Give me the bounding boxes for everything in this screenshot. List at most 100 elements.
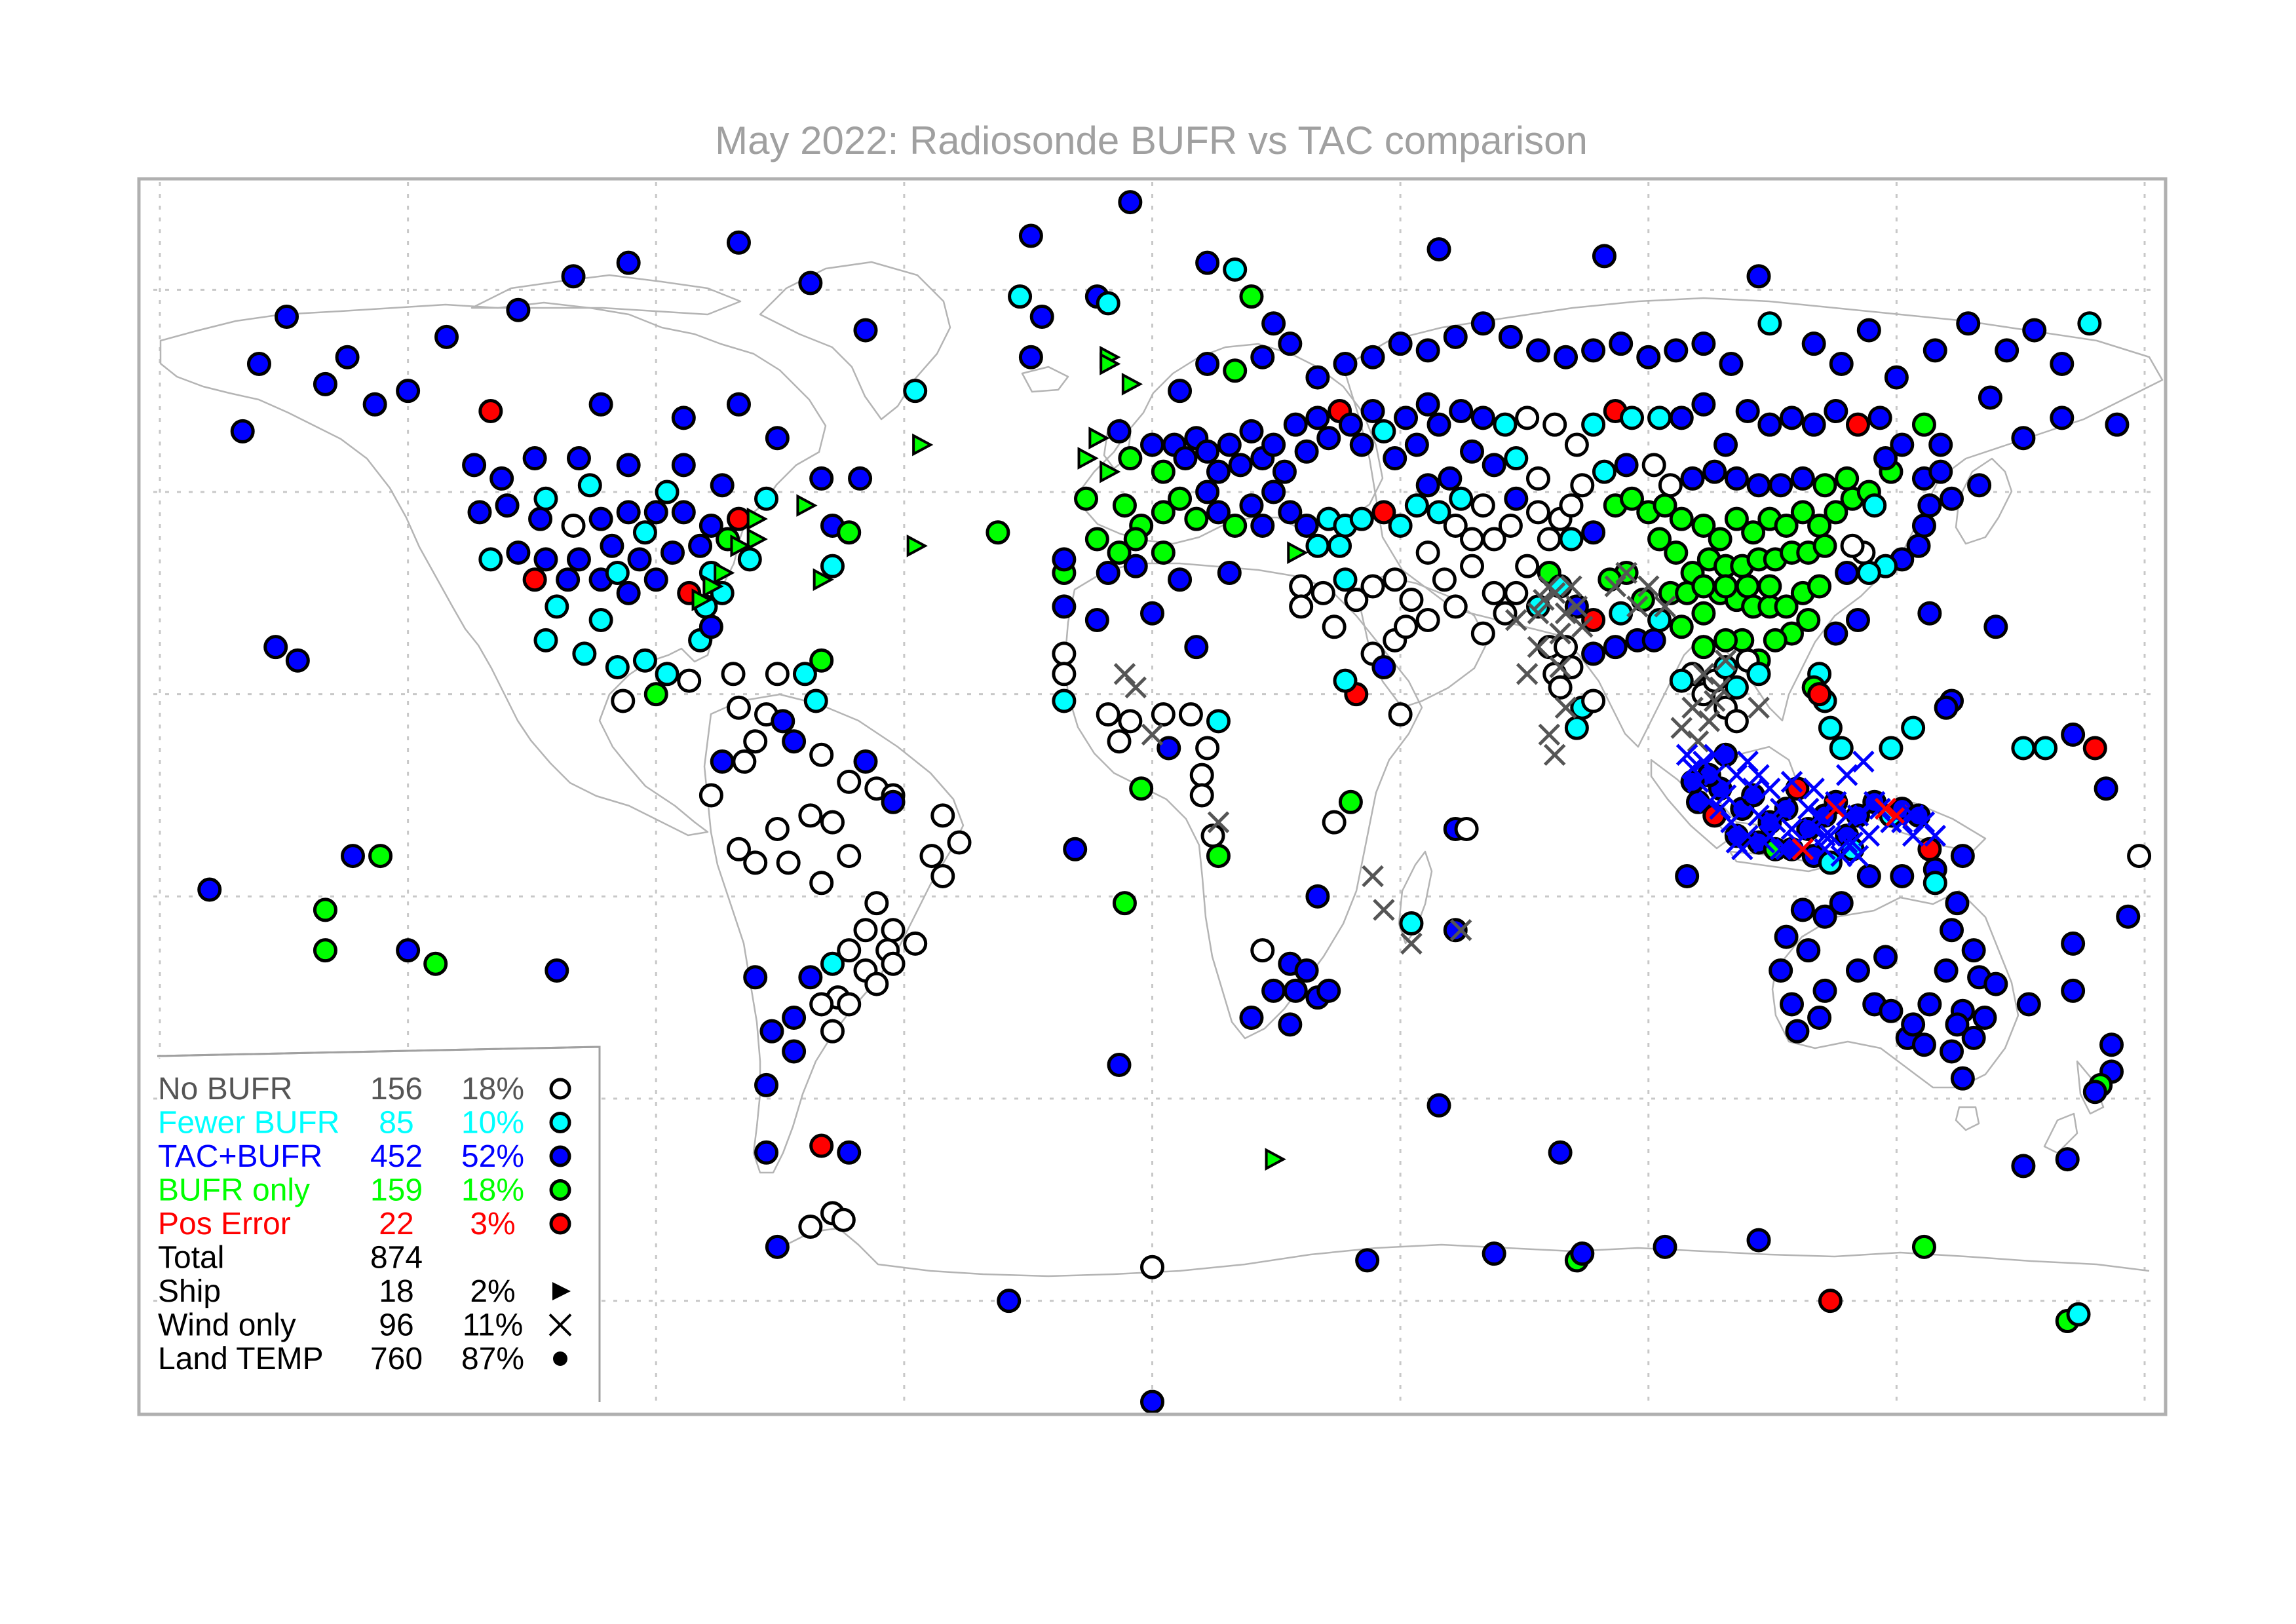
station-marker-tac-bufr: [1118, 190, 1143, 215]
wind-only-marker: [1742, 777, 1765, 800]
station-marker-tac-bufr: [2011, 426, 2036, 451]
legend-row: No BUFR 156 18%: [158, 1072, 571, 1106]
legend-row: Total 874: [158, 1241, 423, 1275]
legend-count: 18: [379, 1274, 413, 1309]
wind-only-marker: [1687, 770, 1710, 793]
station-marker-tac-bufr: [1691, 392, 1716, 417]
station-marker-fewer-bufr: [655, 480, 679, 504]
station-marker-tac-bufr: [1906, 533, 1931, 558]
station-marker-tac-bufr: [2099, 1032, 2124, 1057]
station-marker-no-bufr: [1658, 473, 1683, 498]
wind-only-marker: [1753, 831, 1776, 854]
wind-only-marker: [1885, 804, 1908, 827]
station-marker-tac-bufr: [848, 466, 873, 491]
station-marker-tac-bufr: [1283, 412, 1308, 437]
station-marker-fewer-bufr: [820, 951, 845, 976]
station-marker-tac-bufr: [1018, 223, 1043, 248]
wind-only-marker: [1549, 656, 1571, 679]
station-marker-tac-bufr: [1769, 958, 1793, 983]
station-marker-tac-bufr: [1719, 352, 1744, 377]
wind-only-marker: [1769, 838, 1792, 861]
legend-row: Land TEMP 760 87%: [158, 1342, 567, 1376]
station-marker-bufr-only: [1724, 506, 1749, 531]
legend-percent: 2%: [470, 1274, 515, 1309]
legend-label: Land TEMP: [158, 1342, 324, 1376]
legend-percent: 52%: [461, 1139, 524, 1174]
station-marker-bufr-only: [1338, 789, 1363, 814]
station-marker-tac-bufr: [1415, 338, 1440, 363]
station-marker-tac-bufr: [1278, 500, 1303, 525]
station-marker-no-bufr: [1840, 533, 1865, 558]
station-marker-tac-bufr: [1305, 365, 1330, 390]
station-marker-no-bufr: [1140, 1255, 1164, 1279]
wind-only-marker: [1533, 588, 1555, 611]
station-marker-tac-bufr: [489, 466, 514, 491]
coast-arctic-islands: [470, 274, 742, 316]
station-marker-no-bufr: [1515, 406, 1540, 430]
station-marker-fewer-bufr: [754, 486, 779, 511]
station-marker-no-bufr: [743, 850, 768, 875]
station-marker-tac-bufr: [1873, 945, 1898, 970]
coast-greenland: [759, 261, 951, 421]
station-marker-bufr-only: [1107, 540, 1132, 565]
station-marker-tac-bufr: [1084, 607, 1109, 632]
station-marker-tac-bufr: [1195, 480, 1220, 504]
legend-row: Wind only 96 11%: [158, 1308, 572, 1343]
station-marker-no-bufr: [1344, 588, 1369, 613]
station-marker-tac-bufr: [1879, 998, 1904, 1023]
station-marker-tac-bufr: [643, 567, 668, 592]
station-marker-no-bufr: [1554, 635, 1578, 660]
station-marker-tac-bufr: [1482, 453, 1506, 478]
station-marker-bufr-only: [1647, 527, 1672, 552]
wind-only-marker: [1764, 811, 1787, 833]
station-marker-no-bufr: [1498, 513, 1523, 538]
station-marker-bufr-only: [1807, 574, 1832, 599]
station-marker-no-bufr: [1322, 810, 1347, 835]
station-marker-fewer-bufr: [792, 662, 817, 687]
station-marker-fewer-bufr: [1901, 715, 1926, 740]
station-marker-tac-bufr: [1901, 1012, 1926, 1037]
station-marker-no-bufr: [930, 863, 955, 888]
station-marker-no-bufr: [1525, 500, 1550, 525]
station-marker-fewer-bufr: [2011, 736, 2036, 761]
station-marker-fewer-bufr: [545, 594, 569, 619]
station-marker-no-bufr: [1470, 621, 1495, 646]
wind-only-marker: [1207, 811, 1230, 833]
station-marker-fewer-bufr: [1564, 715, 1589, 740]
station-marker-tac-bufr: [671, 453, 696, 478]
station-marker-no-bufr: [726, 837, 751, 861]
station-marker-tac-bufr: [1470, 406, 1495, 430]
station-marker-tac-bufr: [1780, 406, 1805, 430]
legend-symbol-cross: [548, 1313, 572, 1336]
station-marker-tac-bufr: [1426, 1093, 1451, 1118]
station-marker-tac-bufr: [1261, 480, 1286, 504]
station-marker-tac-bufr: [2050, 352, 2075, 377]
station-marker-tac-bufr: [671, 406, 696, 430]
station-marker-tac-bufr: [1995, 338, 2019, 363]
wind-only-marker: [1819, 824, 1842, 847]
station-marker-tac-bufr: [230, 419, 255, 444]
ship-marker: [1100, 460, 1121, 483]
ship-marker: [1287, 541, 1309, 564]
ship-marker: [746, 507, 768, 531]
station-marker-no-bufr: [930, 803, 955, 828]
legend-symbol-circle: [549, 1213, 571, 1235]
station-marker-no-bufr: [1537, 527, 1561, 552]
wind-only-marker: [1825, 797, 1847, 820]
wind-only-marker: [1808, 804, 1831, 827]
wind-only-marker: [1835, 764, 1858, 786]
station-marker-fewer-bufr: [1493, 412, 1518, 437]
station-marker-tac-bufr: [396, 379, 421, 404]
station-marker-tac-bufr: [1956, 311, 1981, 336]
station-marker-tac-bufr: [1206, 459, 1231, 484]
station-marker-tac-bufr: [1029, 304, 1054, 329]
station-marker-tac-bufr: [1940, 486, 1964, 511]
station-marker-fewer-bufr: [1923, 871, 1947, 896]
station-marker-tac-bufr: [1757, 810, 1782, 835]
station-marker-tac-bufr: [1394, 406, 1419, 430]
station-marker-tac-bufr: [1983, 614, 2008, 639]
station-marker-fewer-bufr: [1724, 675, 1749, 700]
station-marker-tac-bufr: [1360, 345, 1385, 369]
station-marker-tac-bufr: [1426, 237, 1451, 262]
station-marker-tac-bufr: [1250, 345, 1275, 369]
